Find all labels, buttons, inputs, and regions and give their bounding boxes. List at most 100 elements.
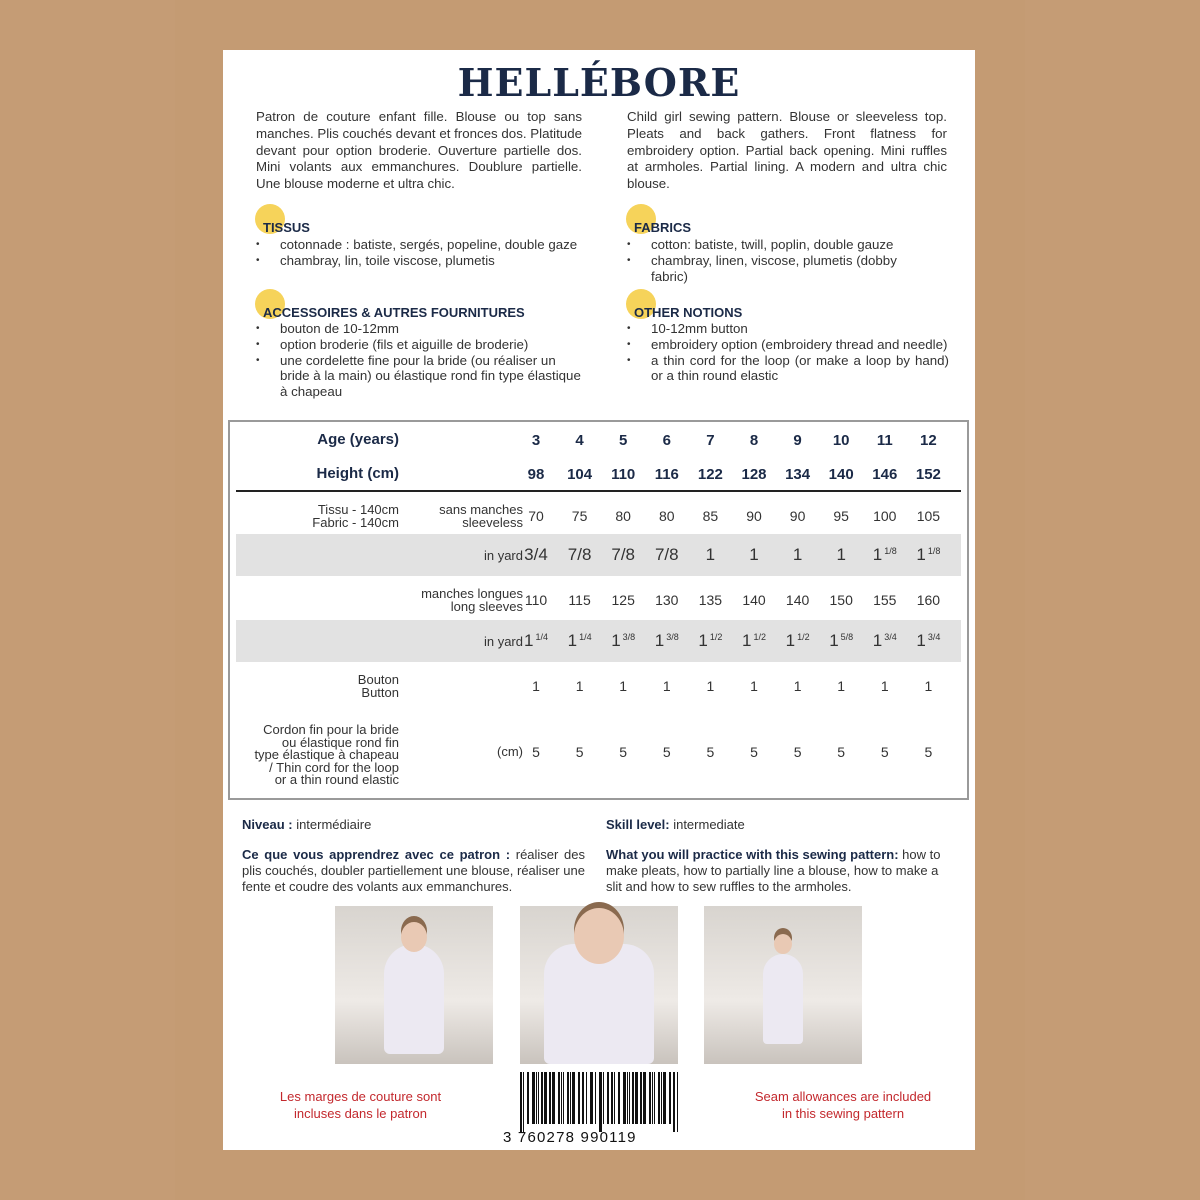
size-chart-table: Age (years) 3 4 5 6 7 8 9 10 11 12 Height (cm) 98 104… <box>228 420 969 800</box>
table-cell: 1 3/8 <box>611 631 636 650</box>
table-cell: 160 <box>916 592 941 608</box>
table-cell: 5 <box>619 744 628 760</box>
table-cell: 110 <box>611 466 636 483</box>
highlight-dot <box>626 289 656 319</box>
list-item: embroidery option (embroidery thread and… <box>627 337 949 353</box>
table-cell: 80 <box>615 508 631 524</box>
level-en: Skill level: intermediate <box>606 817 745 832</box>
list-item: option broderie (fils et aiguille de bro… <box>256 337 586 353</box>
barcode-bar <box>549 1072 551 1124</box>
table-cell: 155 <box>873 592 897 608</box>
table-cell: 146 <box>872 466 898 483</box>
table-cell: 115 <box>568 592 591 608</box>
barcode-bar <box>570 1072 571 1124</box>
row-sublabel: Age (years) <box>317 431 399 448</box>
table-cell: 1 3/8 <box>654 631 679 650</box>
notions-list-en: 10-12mm buttonembroidery option (embroid… <box>627 321 949 384</box>
barcode-bar <box>640 1072 642 1124</box>
table-cell: 1 <box>836 545 846 564</box>
barcode-bar <box>520 1072 522 1132</box>
table-cell: 75 <box>571 508 588 524</box>
barcode-bar <box>541 1072 543 1124</box>
heading-tissus: TISSUS <box>255 204 310 235</box>
table-cell: 140 <box>742 592 766 608</box>
table-cell: 8 <box>749 432 759 449</box>
barcode-bar <box>658 1072 660 1124</box>
barcode-bar <box>586 1072 587 1124</box>
list-item: chambray, lin, toile viscose, plumetis <box>256 253 586 269</box>
fabric-list-en: cotton: batiste, twill, poplin, double g… <box>627 237 927 284</box>
long-sleeves-yard-row: in yard 1 1/4 1 1/4 1 3/8 1 3/8 1 1/2 1 1/2 1 1/2 1 5/8 1… <box>236 620 961 662</box>
table-cell: 1 1/2 <box>698 631 723 650</box>
barcode-bar <box>614 1072 615 1124</box>
table-cell: 7/8 <box>611 545 635 564</box>
table-cell: 130 <box>655 592 679 608</box>
barcode-bar <box>635 1072 638 1124</box>
table-cell: 90 <box>746 508 762 524</box>
barcode-bar <box>572 1072 575 1124</box>
list-item: cotton: batiste, twill, poplin, double g… <box>627 237 927 253</box>
table-cell: 128 <box>741 466 767 483</box>
row-label: Tissu - 140cm Fabric - 140cm <box>312 502 399 530</box>
barcode-bar <box>590 1072 593 1124</box>
table-cell: 12 <box>920 432 937 449</box>
table-cell: 1 <box>705 545 716 564</box>
table-cell: 98 <box>527 466 545 483</box>
table-cell: 1 <box>924 678 933 694</box>
table-cell: 1 <box>793 678 802 694</box>
barcode-bar <box>582 1072 584 1124</box>
highlight-dot <box>255 204 285 234</box>
barcode-bar <box>599 1072 602 1132</box>
barcode-bar <box>607 1072 609 1124</box>
seam-allowance-fr: Les marges de couture sont incluses dans… <box>279 1089 442 1121</box>
table-cell: 7 <box>706 432 715 449</box>
table-cell: 134 <box>785 466 811 483</box>
table-cell: 1 <box>750 678 758 694</box>
pattern-title: HELLÉBORE <box>457 60 741 105</box>
seam-allowance-en: Seam allowances are included in this sew… <box>754 1089 932 1121</box>
list-item: a thin cord for the loop (or make a loop… <box>627 353 949 385</box>
table-cell: 1 <box>619 678 628 694</box>
barcode-bar <box>527 1072 529 1124</box>
barcode-bar <box>532 1072 535 1124</box>
table-cell: 150 <box>829 592 853 608</box>
table-cell: 100 <box>873 508 897 524</box>
barcode-bar <box>661 1072 662 1124</box>
table-cell: 140 <box>828 466 854 483</box>
barcode-bar <box>649 1072 651 1124</box>
table-cell: 10 <box>832 432 850 449</box>
table-cell: 80 <box>659 508 675 524</box>
barcode-bar <box>643 1072 646 1124</box>
level-fr: Niveau : intermédiaire <box>242 817 372 832</box>
table-cell: 5 <box>532 744 540 760</box>
table-cell: 7/8 <box>567 545 592 564</box>
table-cell: 1 <box>706 678 715 694</box>
long-sleeves-row: manches longues long sleeves 110 115 125 130… <box>236 576 961 620</box>
table-cell: 152 <box>915 466 941 483</box>
barcode-number: 3 760278 990119 <box>503 1129 637 1146</box>
table-cell: 1 <box>837 678 846 694</box>
table-cell: 135 <box>698 592 723 608</box>
table-cell: 70 <box>528 508 544 524</box>
heading-other-notions: OTHER NOTIONS <box>626 289 742 320</box>
barcode-bar <box>538 1072 539 1124</box>
row-sublabel: in yard <box>483 548 523 563</box>
table-cell: 6 <box>662 432 671 449</box>
barcode-bar <box>578 1072 580 1124</box>
barcode-bar <box>677 1072 678 1132</box>
age-row: Age (years) 3 4 5 6 7 8 9 10 11 12 <box>236 422 961 456</box>
table-cell: 5 <box>793 744 802 760</box>
table-cell: 5 <box>880 744 889 760</box>
list-item: chambray, linen, viscose, plumetis (dobb… <box>627 253 927 285</box>
barcode-bar <box>627 1072 628 1124</box>
barcode-bar <box>563 1072 564 1124</box>
table-cell: 1 <box>749 545 759 564</box>
photo-girl-closeup <box>520 906 678 1064</box>
table-cell: 5 <box>619 432 628 449</box>
table-cell: 1 1/2 <box>742 631 766 650</box>
row-sublabel: manches longues long sleeves <box>421 586 523 614</box>
barcode-bar <box>603 1072 604 1124</box>
notions-list-fr: bouton de 10-12mmoption broderie (fils e… <box>256 321 586 400</box>
table-cell: 140 <box>785 592 810 608</box>
barcode-bar <box>611 1072 613 1124</box>
